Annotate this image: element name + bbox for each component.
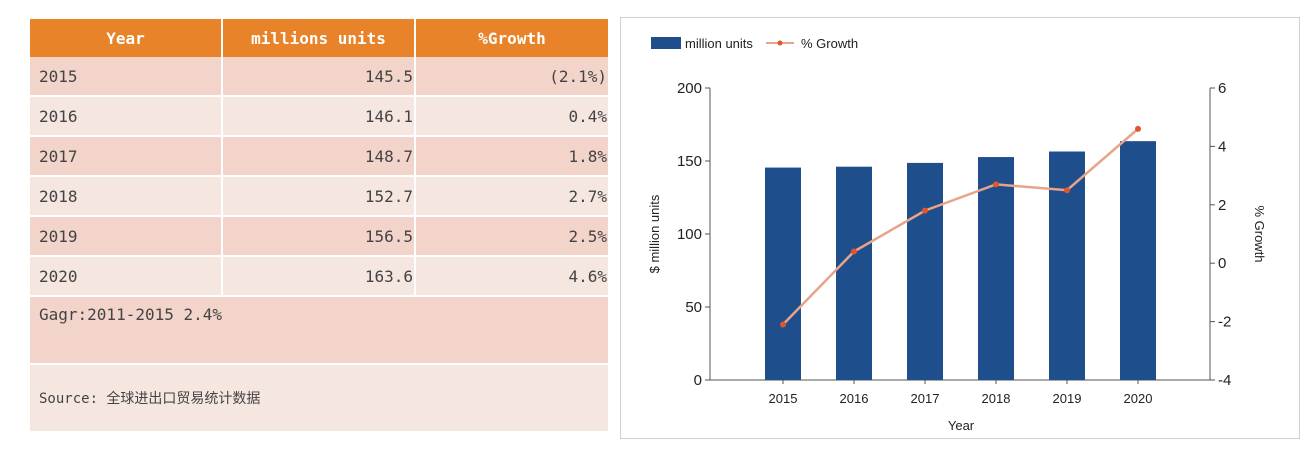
table-row: 2018 152.7 2.7% <box>30 176 608 217</box>
y-axis-title: $ million units <box>647 194 662 273</box>
cell-growth: 4.6% <box>415 256 608 297</box>
cell-year: 2019 <box>30 216 223 257</box>
cagr-row: Gagr:2011-2015 2.4% <box>30 296 608 365</box>
cagr-note: Gagr:2011-2015 2.4% <box>30 296 608 365</box>
x-tick-label: 2016 <box>840 391 869 406</box>
bar <box>907 162 943 380</box>
cell-units: 163.6 <box>222 256 416 297</box>
growth-point <box>780 321 786 328</box>
growth-point <box>1135 125 1141 132</box>
table-row: 2016 146.1 0.4% <box>30 96 608 137</box>
cell-growth: 2.7% <box>415 176 608 217</box>
legend-line-label: % Growth <box>801 36 858 51</box>
table-row: 2017 148.7 1.8% <box>30 136 608 177</box>
cell-growth: (2.1%) <box>415 57 608 97</box>
cell-units: 148.7 <box>222 136 416 177</box>
bar <box>1120 141 1156 380</box>
y2-axis-title: % Growth <box>1252 205 1267 262</box>
cell-year: 2015 <box>30 57 223 97</box>
legend-bar-label: million units <box>685 36 753 51</box>
growth-point <box>851 248 857 255</box>
bar-series <box>765 141 1156 380</box>
header-year: Year <box>30 19 223 57</box>
growth-line <box>782 127 1139 326</box>
y2-tick-label: -4 <box>1218 372 1231 389</box>
growth-point <box>922 207 928 214</box>
cell-growth: 1.8% <box>415 136 608 177</box>
table-row: 2019 156.5 2.5% <box>30 216 608 257</box>
right-axis-ticks: -4 -2 0 2 4 6 <box>1210 80 1231 389</box>
growth-point <box>1064 187 1070 194</box>
cell-units: 152.7 <box>222 176 416 217</box>
y2-tick-label: 6 <box>1218 80 1226 97</box>
x-tick-label: 2019 <box>1053 391 1082 406</box>
header-growth: %Growth <box>415 19 608 57</box>
y-tick-label: 200 <box>677 80 702 97</box>
x-axis-title: Year <box>948 418 975 433</box>
cell-year: 2017 <box>30 136 223 177</box>
bar <box>765 167 801 380</box>
y2-tick-label: 2 <box>1218 197 1226 214</box>
table-row: 2020 163.6 4.6% <box>30 256 608 297</box>
cell-year: 2020 <box>30 256 223 297</box>
x-tick-label: 2017 <box>911 391 940 406</box>
cell-growth: 0.4% <box>415 96 608 137</box>
legend: million units % Growth <box>651 36 858 51</box>
x-axis-ticks: 2015 2016 2017 2018 2019 2020 <box>769 380 1153 406</box>
left-axis-ticks: 0 50 100 150 200 <box>677 80 710 389</box>
source-note: Source: 全球进出口贸易统计数据 <box>30 364 608 433</box>
combo-chart: million units % Growth 0 50 100 150 200 -4 -2… <box>647 36 1267 433</box>
x-tick-label: 2015 <box>769 391 798 406</box>
source-row: Source: 全球进出口贸易统计数据 <box>30 364 608 433</box>
y-tick-label: 150 <box>677 153 702 170</box>
legend-line-marker <box>777 40 783 46</box>
cell-units: 156.5 <box>222 216 416 257</box>
table-header-row: Year millions units %Growth <box>30 19 608 57</box>
chart-frame: million units % Growth 0 50 100 150 200 -4 -2… <box>620 17 1300 439</box>
y-tick-label: 100 <box>677 226 702 243</box>
legend-bar-swatch <box>651 37 681 49</box>
data-table: Year millions units %Growth 2015 145.5 (… <box>30 19 608 433</box>
cell-units: 146.1 <box>222 96 416 137</box>
y2-tick-label: -2 <box>1218 314 1231 331</box>
y-tick-label: 50 <box>685 299 702 316</box>
growth-point <box>993 181 999 188</box>
y-tick-label: 0 <box>694 372 702 389</box>
growth-line-series <box>780 125 1141 328</box>
bar <box>836 166 872 380</box>
cell-year: 2016 <box>30 96 223 137</box>
y2-tick-label: 4 <box>1218 138 1226 155</box>
x-tick-label: 2020 <box>1124 391 1153 406</box>
cell-growth: 2.5% <box>415 216 608 257</box>
header-units: millions units <box>222 19 416 57</box>
x-tick-label: 2018 <box>982 391 1011 406</box>
cell-year: 2018 <box>30 176 223 217</box>
cell-units: 145.5 <box>222 57 416 97</box>
table-row: 2015 145.5 (2.1%) <box>30 57 608 97</box>
bar <box>978 157 1014 380</box>
y2-tick-label: 0 <box>1218 255 1226 272</box>
bar <box>1049 151 1085 380</box>
